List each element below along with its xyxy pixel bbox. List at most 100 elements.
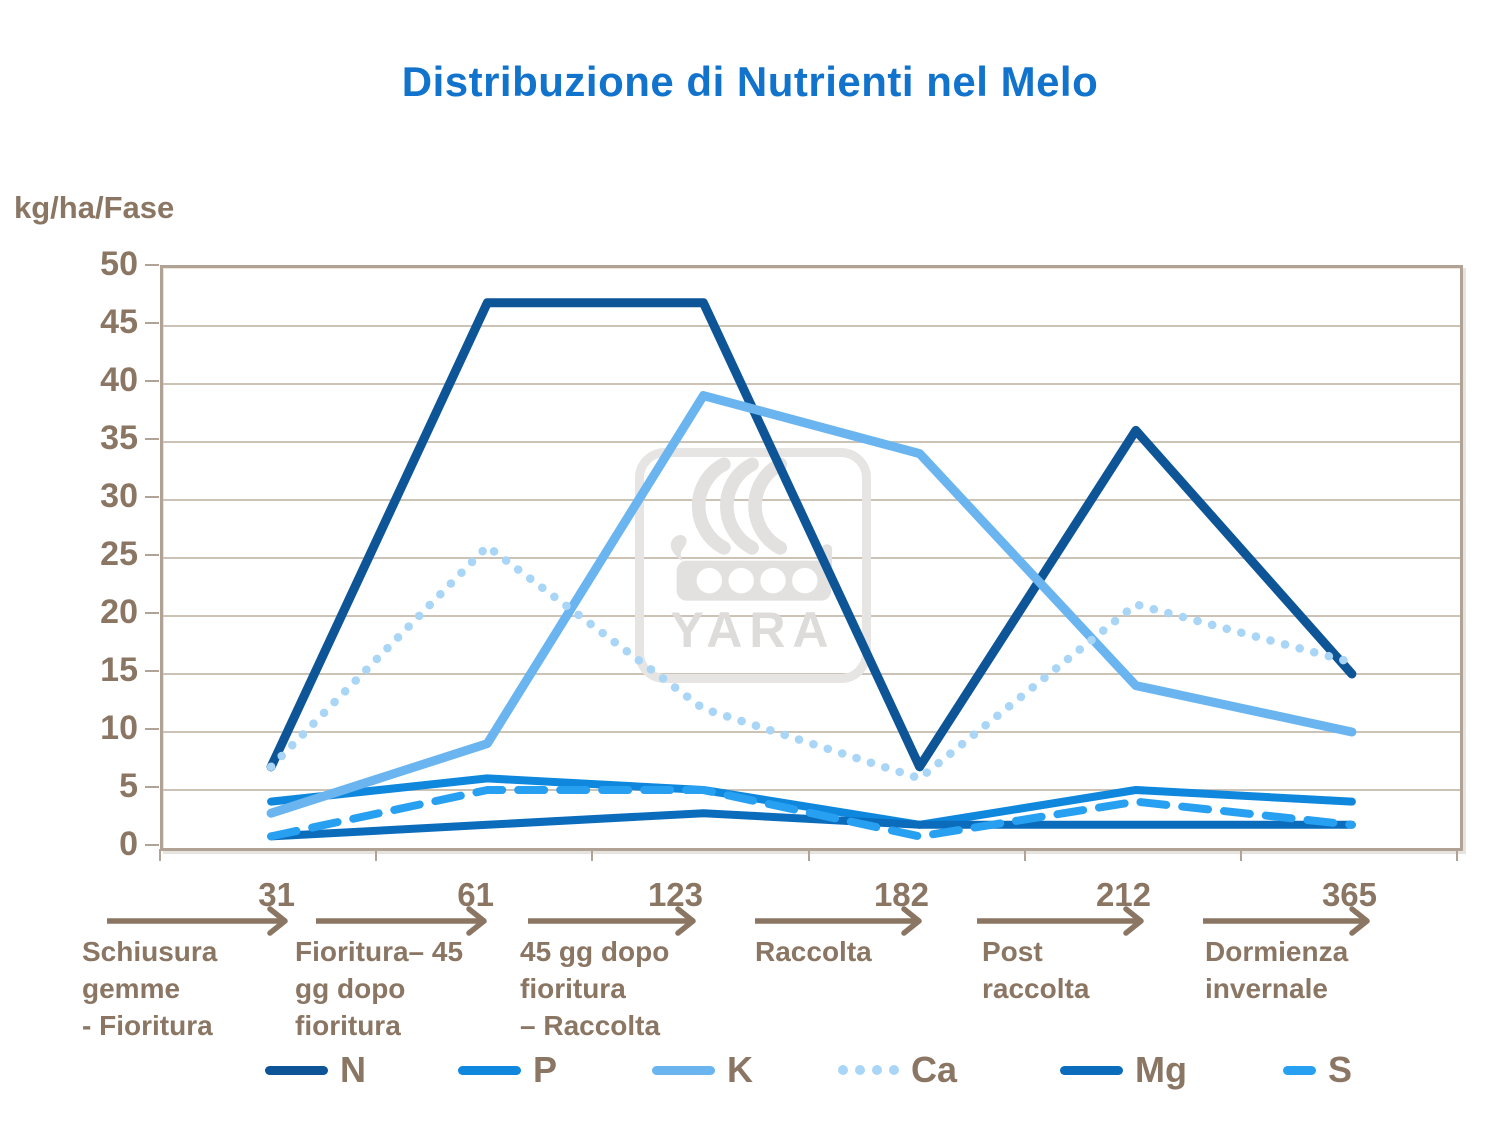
y-tick-mark-20	[145, 612, 159, 614]
phase-label-4-line-1: Raccolta	[755, 936, 872, 967]
legend-item-P: P	[458, 1048, 557, 1092]
legend-item-Ca: Ca	[838, 1048, 957, 1092]
legend-swatch-K	[652, 1065, 715, 1075]
phase-label-2: Fioritura– 45 gg dopo fioritura	[295, 933, 463, 1044]
gridline-30	[163, 499, 1460, 501]
legend-label-N: N	[340, 1049, 366, 1090]
legend-swatch-Ca	[838, 1065, 899, 1075]
x-tick-number-123: 123	[647, 876, 703, 913]
legend-swatch-Mg	[1060, 1065, 1123, 1075]
legend-swatch-dot	[838, 1065, 848, 1075]
phase-arrow-icon-6	[1203, 906, 1370, 936]
y-tick-label-50: 50	[100, 245, 138, 283]
x-tick-number-365: 365	[1321, 876, 1377, 913]
x-tick-mark-3	[807, 849, 810, 861]
x-tick-mark-1	[375, 849, 378, 861]
phase-label-2-line-3: fioritura	[295, 1010, 401, 1041]
y-tick-mark-35	[145, 438, 159, 440]
gridline-20	[163, 615, 1460, 617]
legend-swatch-P	[458, 1065, 521, 1075]
phase-label-2-line-1: Fioritura– 45	[295, 936, 464, 967]
x-tick-number-61: 61	[457, 876, 494, 913]
phase-label-3-line-3: – Raccolta	[520, 1010, 661, 1041]
y-tick-label-30: 30	[100, 477, 138, 515]
phase-label-1: Schiusura gemme - Fioritura	[82, 933, 217, 1044]
legend-item-Mg: Mg	[1060, 1048, 1187, 1092]
phase-label-3-line-2: fioritura	[520, 973, 626, 1004]
y-axis-label: kg/ha/Fase	[14, 190, 175, 225]
y-tick-label-10: 10	[100, 709, 138, 747]
series-line-Ca	[266, 542, 1357, 783]
y-tick-label-40: 40	[100, 361, 138, 399]
phase-label-2-line-2: gg dopo	[295, 973, 406, 1004]
legend-swatch-N	[265, 1065, 328, 1075]
phase-label-1-line-1: Schiusura	[82, 936, 218, 967]
y-tick-mark-40	[145, 380, 159, 382]
phase-label-3: 45 gg dopo fioritura – Raccolta	[520, 933, 669, 1044]
phase-arrow-icon-3	[528, 906, 696, 936]
series-lines	[266, 298, 1357, 841]
legend-label-K: K	[727, 1049, 753, 1090]
y-tick-mark-10	[145, 728, 159, 730]
y-tick-label-35: 35	[100, 419, 138, 457]
plot-area: YARA	[160, 265, 1463, 851]
phase-label-1-line-2: gemme	[82, 973, 181, 1004]
legend-label-P: P	[533, 1049, 558, 1090]
phase-arrow-icon-5	[977, 906, 1144, 936]
viking-ship-icon	[670, 457, 833, 601]
legend-label-Ca: Ca	[911, 1049, 958, 1090]
gridline-25	[163, 557, 1460, 559]
phase-label-6-line-2: invernale	[1205, 973, 1328, 1004]
x-tick-mark-4	[1023, 849, 1026, 861]
legend-swatch-dot	[889, 1065, 899, 1075]
y-tick-mark-50	[145, 264, 159, 266]
gridline-35	[163, 441, 1460, 443]
y-tick-mark-5	[145, 786, 159, 788]
legend-swatch-dot	[855, 1065, 865, 1075]
y-tick-label-25: 25	[100, 535, 138, 573]
phase-arrow-icon-4	[755, 906, 922, 936]
yara-watermark: YARA	[635, 448, 871, 683]
y-tick-mark-45	[145, 322, 159, 324]
phase-arrow-icon-2	[316, 906, 487, 936]
x-tick-number-31: 31	[258, 876, 295, 913]
legend-item-K: K	[652, 1048, 753, 1092]
gridline-40	[163, 383, 1460, 385]
phase-label-5-line-2: raccolta	[982, 973, 1090, 1004]
legend-swatch-S	[1283, 1065, 1316, 1075]
series-line-Mg	[267, 809, 1356, 841]
x-tick-mark-0	[159, 849, 161, 861]
x-tick-mark-5	[1239, 849, 1242, 861]
gridline-5	[163, 789, 1460, 791]
series-line-P	[267, 774, 1356, 829]
chart-title: Distribuzione di Nutrienti nel Melo	[401, 58, 1099, 105]
phase-label-3-line-1: 45 gg dopo	[520, 936, 670, 967]
phase-label-1-line-3: - Fioritura	[82, 1010, 213, 1041]
watermark-text: YARA	[670, 602, 836, 658]
legend-label-Mg: Mg	[1135, 1049, 1187, 1090]
x-tick-number-182: 182	[873, 876, 929, 913]
x-tick-mark-2	[591, 849, 594, 861]
legend-item-N: N	[265, 1048, 366, 1092]
legend-item-S: S	[1283, 1048, 1352, 1092]
phase-label-5-line-1: Post	[982, 936, 1043, 967]
y-tick-mark-15	[145, 670, 159, 672]
y-tick-label-20: 20	[100, 593, 138, 631]
x-tick-mark-6	[1456, 849, 1458, 861]
series-line-S	[267, 786, 1356, 841]
legend-label-S: S	[1328, 1049, 1353, 1090]
phase-label-5: Post raccolta	[982, 933, 1089, 1007]
phase-label-6: Dormienza invernale	[1205, 933, 1348, 1007]
gridline-10	[163, 731, 1460, 733]
phase-label-6-line-1: Dormienza	[1205, 936, 1349, 967]
y-tick-mark-30	[145, 496, 159, 498]
gridline-45	[163, 325, 1460, 327]
phase-label-4: Raccolta	[755, 933, 872, 970]
y-tick-mark-0	[145, 844, 159, 846]
series-line-N	[266, 298, 1357, 772]
y-tick-label-0: 0	[119, 825, 138, 863]
y-tick-label-45: 45	[100, 303, 138, 341]
phase-arrow-icon-1	[107, 906, 288, 936]
y-tick-mark-25	[145, 554, 159, 556]
series-line-K	[266, 391, 1357, 818]
